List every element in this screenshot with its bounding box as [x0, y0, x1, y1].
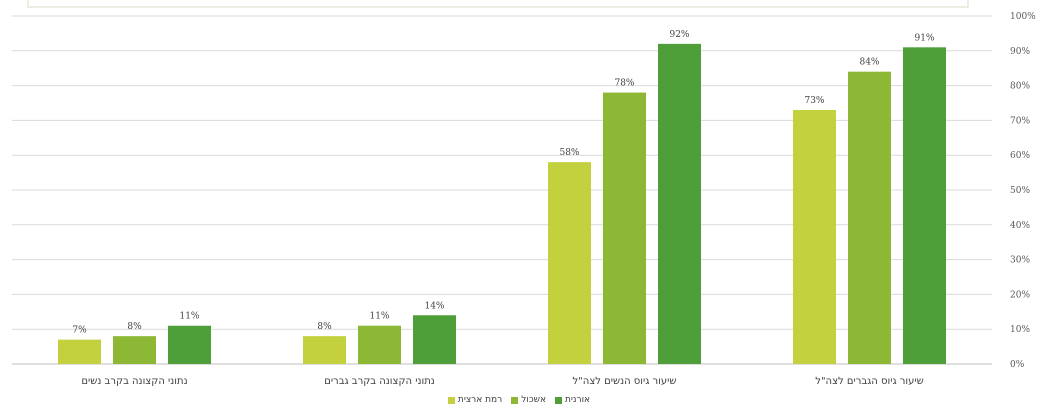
top-frame	[27, 0, 969, 8]
category-label: נתוני הקצונה בקרב נשים	[81, 376, 187, 387]
bar	[548, 162, 591, 364]
y-tick-label: 80%	[1010, 82, 1030, 92]
y-axis: 0% 10% 20% 30% 40% 50% 60% 70% 80% 90% 100%	[1010, 12, 1036, 370]
data-label: 78%	[614, 79, 634, 89]
y-tick-label: 90%	[1010, 47, 1030, 57]
gridlines	[12, 15, 992, 365]
bar	[58, 339, 101, 364]
x-axis: שיעור גיוס הגברים לצה"ל שיעור גיוס הנשים …	[81, 376, 923, 387]
legend-swatch-cluster	[511, 396, 519, 404]
data-label: 92%	[669, 30, 689, 40]
data-label: 11%	[179, 312, 199, 322]
y-tick-label: 40%	[1010, 221, 1030, 231]
data-label: 11%	[369, 312, 389, 322]
data-label: 73%	[804, 96, 824, 106]
y-tick-label: 30%	[1010, 256, 1030, 266]
bar	[658, 43, 701, 365]
category-label: שיעור גיוס הנשים לצה"ל	[573, 376, 677, 387]
y-tick-label: 10%	[1010, 325, 1030, 335]
bar	[113, 336, 156, 364]
y-tick-label: 60%	[1010, 151, 1030, 161]
legend-label-oranit: אורנית	[564, 395, 591, 405]
y-tick-label: 100%	[1010, 12, 1036, 22]
bars	[58, 43, 946, 365]
data-label: 84%	[859, 58, 879, 68]
legend-swatch-national	[447, 396, 455, 404]
bar	[793, 109, 836, 365]
data-label: 7%	[72, 326, 87, 336]
bar	[603, 92, 646, 364]
legend-item-national: רמת ארצית	[447, 395, 503, 405]
bar	[903, 47, 946, 364]
bar	[168, 325, 211, 364]
legend-item-cluster: אשכול	[511, 395, 546, 405]
legend: רמת ארצית אשכול אורנית	[0, 395, 1038, 405]
bar	[358, 325, 401, 364]
y-tick-label: 50%	[1010, 186, 1030, 196]
data-label: 8%	[317, 322, 332, 332]
y-tick-label: 0%	[1010, 360, 1025, 370]
data-label: 58%	[559, 148, 579, 158]
legend-label-national: רמת ארצית	[457, 395, 503, 405]
data-label: 8%	[127, 322, 142, 332]
data-labels: 73% 84% 91% 58% 78% 92% 8% 11% 14% 7% 8% 11%	[72, 30, 935, 336]
data-label: 14%	[424, 301, 444, 311]
bar	[848, 71, 891, 365]
category-label: שיעור גיוס הגברים לצה"ל	[815, 376, 923, 387]
bar	[303, 336, 346, 364]
legend-item-oranit: אורנית	[554, 395, 591, 405]
data-label: 91%	[914, 33, 934, 43]
legend-label-cluster: אשכול	[521, 395, 546, 405]
y-tick-label: 20%	[1010, 290, 1030, 300]
category-label: נתוני הקצונה בקרב גברים	[324, 376, 435, 387]
legend-swatch-oranit	[554, 396, 562, 404]
bar	[413, 315, 456, 364]
y-tick-label: 70%	[1010, 116, 1030, 126]
